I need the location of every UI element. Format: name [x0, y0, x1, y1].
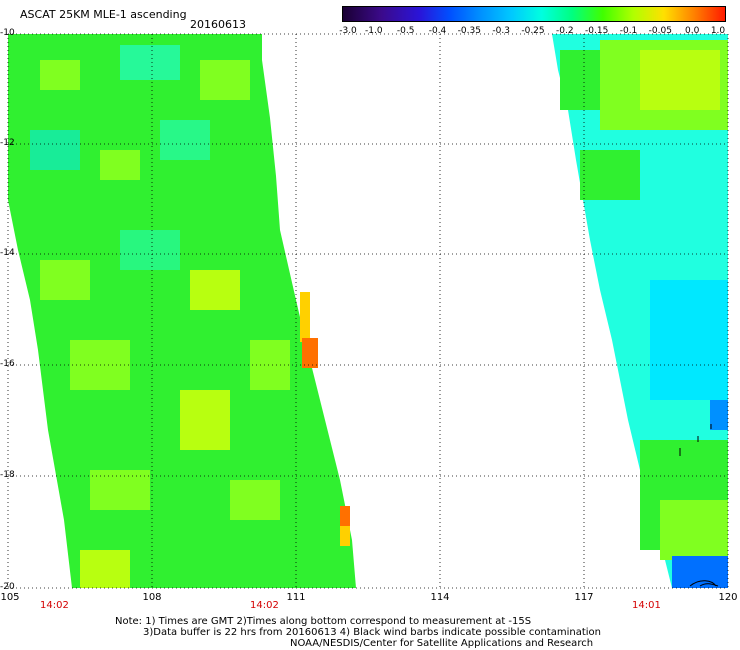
- right-swath: [552, 34, 728, 588]
- swath-patch: [710, 400, 728, 430]
- colorbar-tick-label: 0.0: [684, 26, 700, 36]
- lon-label: 108: [142, 592, 162, 603]
- swath-patch: [300, 292, 310, 342]
- swath-patch: [30, 130, 80, 170]
- colorbar: [342, 6, 726, 22]
- colorbar-tick-label: -0.25: [521, 26, 545, 36]
- lon-label: 117: [574, 592, 594, 603]
- wind-barb: [679, 424, 712, 456]
- lon-label: 114: [430, 592, 450, 603]
- swath-patch: [190, 270, 240, 310]
- left-swath: [8, 34, 356, 588]
- colorbar-tick-label: -0.4: [428, 26, 447, 36]
- lat-label: -12: [0, 138, 15, 148]
- swath-patch: [302, 338, 318, 368]
- lat-label: -14: [0, 248, 15, 258]
- product-title: ASCAT 25KM MLE-1 ascending: [20, 8, 187, 21]
- swath-patch: [560, 50, 600, 110]
- swath-patch: [230, 480, 280, 520]
- product-date: 20160613: [190, 18, 246, 31]
- left-swath-base: [8, 34, 356, 588]
- footnote-line-1: Note: 1) Times are GMT 2)Times along bot…: [115, 616, 532, 627]
- time-label: 14:02: [40, 600, 69, 611]
- swath-patch: [180, 390, 230, 450]
- colorbar-tick-label: 1.0: [710, 26, 726, 36]
- colorbar-tick-label: -0.2: [556, 26, 574, 36]
- time-label: 14:01: [632, 600, 661, 611]
- footnote-line-3: NOAA/NESDIS/Center for Satellite Applica…: [290, 638, 594, 649]
- colorbar-tick-label: -0.15: [585, 26, 609, 36]
- lat-label: -18: [0, 470, 15, 480]
- lon-label: 111: [286, 592, 306, 603]
- swath-patch: [580, 150, 640, 200]
- map-grid: [7, 33, 729, 589]
- swath-patch: [120, 45, 180, 80]
- time-label: 14:02: [250, 600, 279, 611]
- swath-patch: [660, 500, 728, 560]
- swath-patch: [340, 526, 350, 546]
- footnote-line-2: 3)Data buffer is 22 hrs from 20160613 4)…: [143, 627, 601, 638]
- lat-label: -16: [0, 359, 15, 369]
- lon-label: 120: [718, 592, 738, 603]
- swath-patch: [80, 550, 130, 588]
- lat-label: -20: [0, 582, 15, 592]
- colorbar-tick-label: -0.1: [619, 26, 638, 36]
- swath-patch: [340, 506, 350, 526]
- colorbar-tick-label: -1.0: [365, 26, 383, 36]
- coastline: [689, 580, 719, 587]
- lon-label: 105: [0, 592, 20, 603]
- swath-patch: [90, 470, 150, 510]
- colorbar-tick-label: -3.0: [339, 26, 357, 36]
- lat-label: -10: [0, 28, 15, 38]
- colorbar-tick-label: -0.5: [396, 26, 415, 36]
- colorbar-tick-label: -0.3: [492, 26, 510, 36]
- colorbar-tick-label: -0.35: [457, 26, 481, 36]
- swath-patch: [40, 260, 90, 300]
- swath-patch: [672, 556, 728, 588]
- colorbar-tick-label: -0.05: [648, 26, 672, 36]
- swath-patch: [650, 280, 728, 400]
- swath-patch: [160, 120, 210, 160]
- swath-patch: [120, 230, 180, 270]
- swath-patch: [40, 60, 80, 90]
- swath-patch: [100, 150, 140, 180]
- swath-patch: [640, 50, 720, 110]
- swath-patch: [200, 60, 250, 100]
